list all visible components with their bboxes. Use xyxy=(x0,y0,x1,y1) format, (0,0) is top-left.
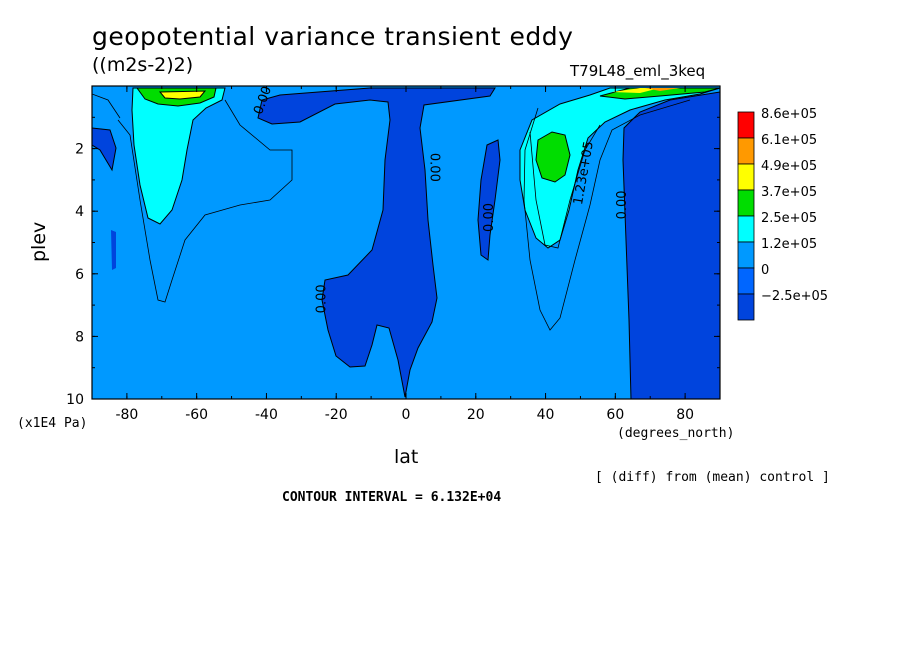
negative-region-left xyxy=(92,127,117,172)
diff-note: [ (diff) from (mean) control ] xyxy=(595,470,830,485)
contour-line-3 xyxy=(529,124,601,249)
x-tick-label: -20 xyxy=(325,407,348,423)
x-tick-label: 40 xyxy=(537,407,555,423)
colorbar-label: 3.7e+05 xyxy=(761,185,817,200)
colorbar-swatch xyxy=(737,137,755,165)
colorbar-label: 4.9e+05 xyxy=(761,159,817,174)
y-tick-label: 2 xyxy=(75,142,84,158)
colorbar: 8.6e+05 6.1e+05 4.9e+05 3.7e+05 2.5e+05 1.2e+… xyxy=(737,107,828,321)
x-tick-label: -80 xyxy=(115,407,138,423)
colorbar-label: 8.6e+05 xyxy=(761,107,817,122)
negative-region-right xyxy=(622,91,720,399)
cyan-region-right xyxy=(519,87,720,249)
cyan-region-left xyxy=(131,87,226,225)
contour-line-1 xyxy=(117,99,293,303)
x-tick-label: -60 xyxy=(185,407,208,423)
x-tick-label: -40 xyxy=(255,407,278,423)
yellow-band-right xyxy=(612,88,660,93)
x-axis-units: (degrees_north) xyxy=(617,426,735,441)
colorbar-swatch xyxy=(737,293,755,321)
colorbar-label: 6.1e+05 xyxy=(761,133,817,148)
green-region-right xyxy=(535,131,571,183)
contour-line-2 xyxy=(523,99,691,331)
y-axis-label: plev xyxy=(28,221,50,262)
y-tick-label: 4 xyxy=(75,204,84,220)
colorbar-label: 2.5e+05 xyxy=(761,211,817,226)
x-tick-label: 80 xyxy=(676,407,694,423)
contour-fill-group xyxy=(92,86,720,399)
y-tick-label: 10 xyxy=(66,392,84,408)
colorbar-label: −2.5e+05 xyxy=(761,289,828,304)
colorbar-swatch xyxy=(737,267,755,295)
x-axis: -80 -60 -40 -20 0 20 40 60 80 xyxy=(91,86,721,423)
colorbar-label: 0 xyxy=(761,263,769,278)
negative-sliver-left xyxy=(111,230,116,270)
colorbar-swatch xyxy=(737,189,755,217)
colorbar-swatch xyxy=(737,215,755,243)
orange-band-right xyxy=(645,88,680,91)
contour-label: 0.00 xyxy=(426,153,441,182)
chart-title: geopotential variance transient eddy xyxy=(92,22,574,51)
x-axis-label: lat xyxy=(394,446,419,468)
y-tick-label: 8 xyxy=(75,329,84,345)
colorbar-swatch xyxy=(737,111,755,139)
yellow-region-left xyxy=(158,90,207,100)
x-tick-label: 0 xyxy=(402,407,411,423)
colorbar-swatch xyxy=(737,163,755,191)
contour-interval: CONTOUR INTERVAL = 6.132E+04 xyxy=(282,490,502,505)
contour-label: 0.00 xyxy=(615,190,630,219)
colorbar-swatch xyxy=(737,241,755,269)
negative-region-mid xyxy=(477,139,501,261)
y-tick-label: 6 xyxy=(75,267,84,283)
contour-line-4 xyxy=(92,93,121,119)
colorbar-label: 1.2e+05 xyxy=(761,237,817,252)
y-axis-units: (x1E4 Pa) xyxy=(17,416,88,431)
x-tick-label: 60 xyxy=(606,407,624,423)
contour-label: 0.00 xyxy=(482,203,497,232)
contour-label: 0.00 xyxy=(315,284,330,313)
x-tick-label: 20 xyxy=(467,407,485,423)
run-label: T79L48_eml_3keq xyxy=(570,62,706,80)
chart-units: ((m2s-2)2) xyxy=(92,54,194,76)
y-axis: 2 4 6 8 10 xyxy=(66,116,720,408)
negative-region-center xyxy=(257,87,496,398)
